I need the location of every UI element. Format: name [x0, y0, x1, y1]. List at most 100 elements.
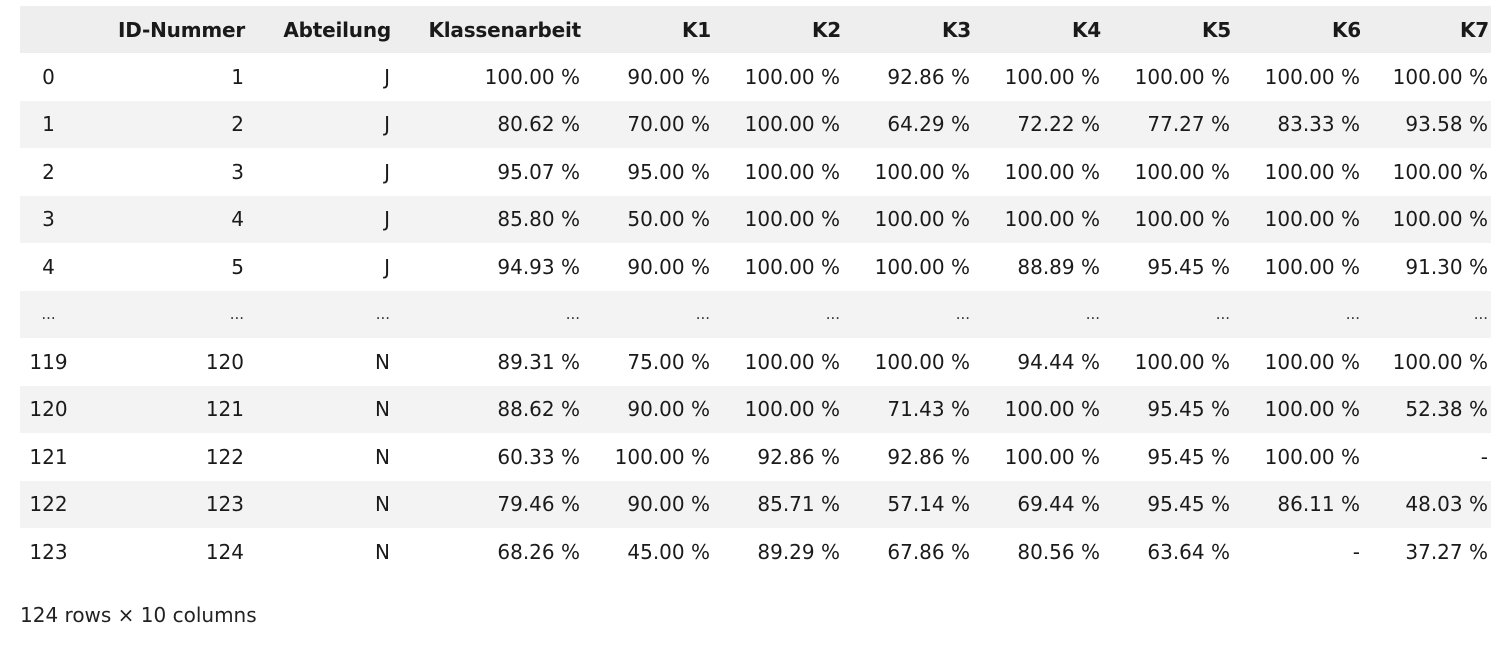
- table-cell: 85.80 %: [497, 207, 580, 232]
- table-cell: 93.58 %: [1405, 112, 1488, 137]
- table-cell: 100.00 %: [1264, 444, 1360, 469]
- column-header: ID-Nummer: [118, 17, 245, 42]
- table-cell: 100.00 %: [1134, 349, 1230, 374]
- column-header: K6: [1331, 17, 1361, 42]
- dataframe-shape-text: 124 rows × 10 columns: [20, 603, 257, 627]
- column-header: K4: [1071, 17, 1101, 42]
- table-cell: 3: [231, 159, 244, 184]
- table-cell: 37.27 %: [1405, 539, 1488, 564]
- table-cell: 77.27 %: [1147, 112, 1230, 137]
- table-cell: 90.00 %: [627, 64, 710, 89]
- table-cell: 95.07 %: [497, 159, 580, 184]
- table-cell: ...: [229, 305, 244, 324]
- table-cell: 100.00 %: [1392, 349, 1488, 374]
- table-cell: 100.00 %: [1264, 207, 1360, 232]
- table-cell: J: [384, 207, 390, 232]
- table-cell: 100.00 %: [1264, 64, 1360, 89]
- table-cell: 100.00 %: [1264, 349, 1360, 374]
- row-index-cell: 4: [42, 254, 55, 279]
- table-cell: 4: [231, 207, 244, 232]
- table-cell: 100.00 %: [614, 444, 710, 469]
- table-cell: ...: [955, 305, 970, 324]
- table-cell: 52.38 %: [1405, 397, 1488, 422]
- table-cell: 90.00 %: [627, 254, 710, 279]
- table-cell: 100.00 %: [1392, 159, 1488, 184]
- table-cell: 100.00 %: [874, 159, 970, 184]
- table-cell: J: [384, 254, 390, 279]
- table-cell: 63.64 %: [1147, 539, 1230, 564]
- table-cell: 83.33 %: [1277, 112, 1360, 137]
- row-index-cell: 120: [29, 397, 68, 422]
- table-cell: 60.33 %: [497, 444, 580, 469]
- index-column-header: [20, 6, 77, 53]
- table-row: 0 1 J 100.00 % 90.00 % 100.00 % 92.86 % 100.00 …: [20, 53, 1491, 101]
- table-cell: 64.29 %: [887, 112, 970, 137]
- table-cell: 92.86 %: [887, 64, 970, 89]
- ellipsis-row: .................................: [20, 290, 1491, 338]
- table-cell: ...: [1215, 305, 1230, 324]
- table-cell: 88.62 %: [497, 397, 580, 422]
- table-cell: 94.93 %: [497, 254, 580, 279]
- table-cell: 68.26 %: [497, 539, 580, 564]
- dataframe-output: ID-Nummer Abteilung Klassenarbeit K1 K2 K3 K4 K…: [20, 6, 1491, 576]
- table-cell: 90.00 %: [627, 397, 710, 422]
- table-cell: -: [1352, 539, 1360, 564]
- table-cell: 100.00 %: [1264, 397, 1360, 422]
- table-cell: 48.03 %: [1405, 492, 1488, 517]
- table-row: 119 120 N 89.31 % 75.00 % 100.00 % 100.00 % 94.…: [20, 338, 1491, 386]
- table-cell: ...: [1085, 305, 1100, 324]
- table-cell: 100.00 %: [744, 349, 840, 374]
- table-cell: 80.62 %: [497, 112, 580, 137]
- table-cell: 90.00 %: [627, 492, 710, 517]
- table-cell: 70.00 %: [627, 112, 710, 137]
- table-cell: 100.00 %: [484, 64, 580, 89]
- table-cell: 95.45 %: [1147, 444, 1230, 469]
- table-cell: -: [1480, 444, 1488, 469]
- table-cell: 45.00 %: [627, 539, 710, 564]
- table-cell: 88.89 %: [1017, 254, 1100, 279]
- table-cell: 91.30 %: [1405, 254, 1488, 279]
- table-cell: 79.46 %: [497, 492, 580, 517]
- table-cell: 86.11 %: [1277, 492, 1360, 517]
- table-cell: ...: [825, 305, 840, 324]
- table-cell: 100.00 %: [874, 207, 970, 232]
- row-index-cell: 123: [29, 539, 68, 564]
- table-cell: 100.00 %: [744, 64, 840, 89]
- table-cell: 100.00 %: [874, 349, 970, 374]
- table-cell: 100.00 %: [1264, 159, 1360, 184]
- table-cell: 100.00 %: [744, 159, 840, 184]
- column-header: Abteilung: [283, 17, 391, 42]
- table-cell: 57.14 %: [887, 492, 970, 517]
- table-cell: 69.44 %: [1017, 492, 1100, 517]
- table-cell: 100.00 %: [1134, 159, 1230, 184]
- column-header: K7: [1459, 17, 1489, 42]
- table-header: ID-Nummer Abteilung Klassenarbeit K1 K2 K3 K4 K…: [20, 6, 1491, 53]
- table-row: 122 123 N 79.46 % 90.00 % 85.71 % 57.14 % 69.44…: [20, 480, 1491, 528]
- table-cell: N: [375, 349, 390, 374]
- table-cell: 100.00 %: [1004, 207, 1100, 232]
- table-cell: 100.00 %: [1264, 254, 1360, 279]
- table-cell: 124: [205, 539, 244, 564]
- table-cell: 100.00 %: [744, 112, 840, 137]
- table-cell: 100.00 %: [744, 207, 840, 232]
- row-index-cell: 121: [29, 444, 68, 469]
- table-cell: 72.22 %: [1017, 112, 1100, 137]
- table-row: 3 4 J 85.80 % 50.00 % 100.00 % 100.00 % 100.00 …: [20, 195, 1491, 243]
- column-header: K1: [681, 17, 711, 42]
- column-header: K2: [811, 17, 841, 42]
- row-index-cell: 0: [42, 64, 55, 89]
- table-cell: 100.00 %: [1392, 207, 1488, 232]
- table-cell: 122: [205, 444, 244, 469]
- table-cell: 100.00 %: [1004, 159, 1100, 184]
- table-cell: 95.45 %: [1147, 254, 1230, 279]
- column-header: Klassenarbeit: [428, 17, 581, 42]
- table-cell: 80.56 %: [1017, 539, 1100, 564]
- row-index-cell: 2: [42, 159, 55, 184]
- header-row: ID-Nummer Abteilung Klassenarbeit K1 K2 K3 K4 K…: [20, 6, 1491, 53]
- table-cell: 92.86 %: [887, 444, 970, 469]
- table-row: 120 121 N 88.62 % 90.00 % 100.00 % 71.43 % 100.…: [20, 385, 1491, 433]
- table-cell: ...: [1345, 305, 1360, 324]
- row-index-cell: 119: [29, 349, 68, 374]
- table-cell: ...: [565, 305, 580, 324]
- table-cell: ...: [375, 305, 390, 324]
